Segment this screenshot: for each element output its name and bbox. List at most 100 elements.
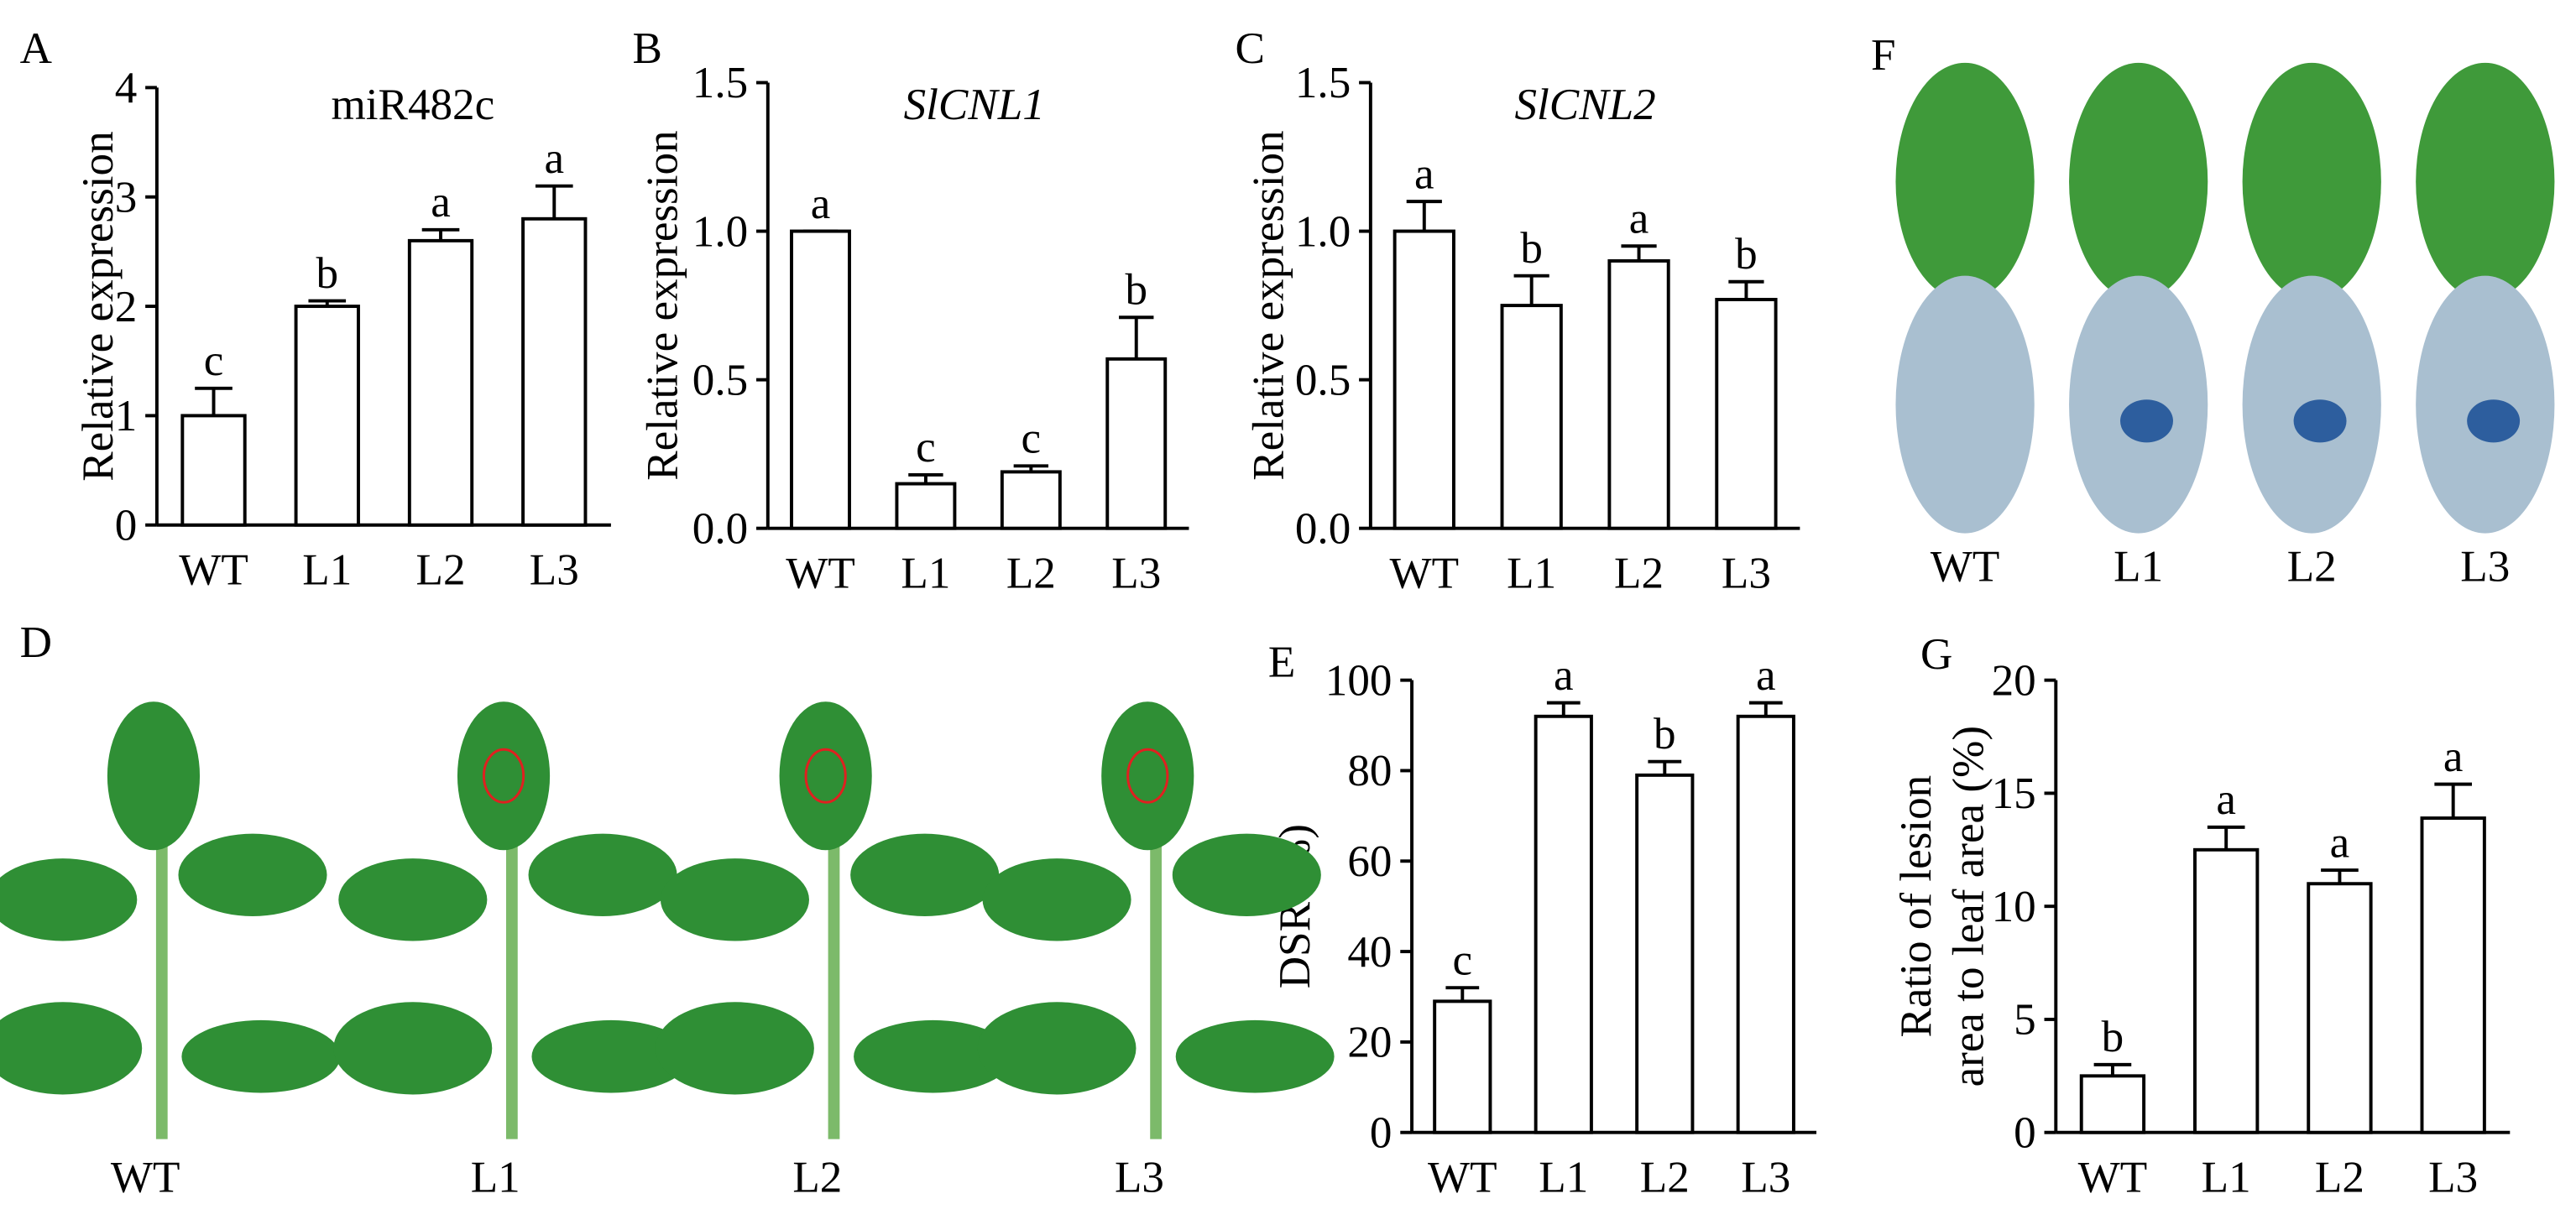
significance-letter: a <box>1756 651 1776 700</box>
leaflet-photo <box>178 833 327 916</box>
y-tick-label: 20 <box>1347 1019 1392 1067</box>
y-tick-label: 1.0 <box>1295 207 1351 256</box>
photo-caption: WT <box>1931 543 2000 592</box>
bar <box>180 414 247 527</box>
bar <box>1607 258 1670 530</box>
bar <box>521 216 588 527</box>
photo-caption: L1 <box>2114 543 2163 592</box>
leaflet-photo <box>107 701 201 851</box>
bar <box>1105 357 1168 530</box>
bar <box>1534 714 1593 1134</box>
significance-letter: a <box>2443 732 2464 781</box>
bar <box>2079 1074 2146 1134</box>
panel-label: F <box>1871 31 1896 80</box>
photo-caption: L3 <box>1115 1154 1164 1202</box>
significance-letter: a <box>1554 651 1574 700</box>
lesion-circle <box>482 748 525 804</box>
chart-title: SlCNL1 <box>904 81 1045 129</box>
leaflet-photo <box>1172 833 1321 916</box>
significance-letter: b <box>1125 266 1147 315</box>
y-tick-label: 20 <box>1992 656 2036 705</box>
panel-label: E <box>1268 639 1295 687</box>
significance-letter: a <box>2330 818 2350 867</box>
y-tick-label: 0.5 <box>1295 356 1351 404</box>
bar <box>2193 847 2260 1134</box>
lesion-stain <box>2467 399 2521 443</box>
x-tick-label: L1 <box>2202 1154 2251 1202</box>
significance-letter: a <box>544 134 564 183</box>
x-tick-label: L1 <box>1507 549 1556 597</box>
x-tick-label: L2 <box>1640 1154 1690 1202</box>
significance-letter: b <box>2102 1013 2124 1061</box>
photo-caption: WT <box>111 1154 180 1202</box>
leaflet-photo <box>660 858 809 941</box>
y-tick-label: 5 <box>2014 996 2036 1045</box>
leaflet-photo <box>850 833 1000 916</box>
chart-title: miR482c <box>331 81 494 129</box>
panel-label: C <box>1236 24 1265 73</box>
y-tick-label: 0.0 <box>1295 504 1351 553</box>
x-tick-label: WT <box>1428 1154 1497 1202</box>
y-axis-label: Ratio of lesion <box>1892 775 1941 1038</box>
significance-letter: b <box>1520 224 1543 273</box>
y-tick-label: 1.0 <box>692 207 748 256</box>
x-tick-label: L1 <box>901 549 950 597</box>
y-tick-label: 15 <box>1992 769 2036 818</box>
leaflet-photo <box>457 701 551 851</box>
bar <box>1500 304 1563 530</box>
leaf-photo <box>2416 62 2555 301</box>
bar <box>1433 999 1492 1134</box>
bar <box>1000 470 1062 530</box>
significance-letter: a <box>1414 149 1434 198</box>
bar <box>790 229 851 530</box>
x-tick-label: L3 <box>1111 549 1161 597</box>
leaflet-photo <box>0 858 138 941</box>
leaflet-photo <box>1101 701 1194 851</box>
x-tick-label: L2 <box>1614 549 1664 597</box>
x-tick-label: WT <box>179 546 248 595</box>
panel-label: A <box>20 24 52 73</box>
y-axis-label: Relative expression <box>74 131 123 481</box>
leaflet-photo <box>656 1002 814 1095</box>
photo-caption: L3 <box>2460 543 2510 592</box>
leaflet-photo <box>854 1019 1012 1093</box>
y-tick-label: 4 <box>115 64 138 112</box>
significance-letter: c <box>1453 936 1473 984</box>
y-tick-label: 80 <box>1347 747 1392 795</box>
leaf-photo <box>1895 62 2035 301</box>
x-tick-label: L2 <box>416 546 466 595</box>
bar <box>407 238 474 527</box>
x-tick-label: L3 <box>1741 1154 1790 1202</box>
y-tick-label: 2 <box>115 283 138 331</box>
x-tick-label: L1 <box>302 546 352 595</box>
significance-letter: a <box>2216 775 2236 824</box>
lesion-stain <box>2293 399 2347 443</box>
lesion-stain <box>2120 399 2173 443</box>
lesion-circle <box>804 748 847 804</box>
x-tick-label: L2 <box>2315 1154 2364 1202</box>
photo-caption: L2 <box>792 1154 842 1202</box>
stained-leaf-photo <box>1895 275 2035 534</box>
chart-title: SlCNL2 <box>1514 81 1655 129</box>
x-tick-label: L3 <box>530 546 579 595</box>
bar <box>294 305 360 527</box>
panel-label: G <box>1920 630 1952 679</box>
significance-letter: a <box>1629 195 1649 243</box>
y-axis-label: Relative expression <box>1245 130 1293 480</box>
x-tick-label: WT <box>786 549 855 597</box>
leaflet-photo <box>977 1002 1136 1095</box>
bar <box>1635 773 1695 1134</box>
bar <box>1715 298 1778 530</box>
panel-label: D <box>20 618 52 667</box>
leaflet-photo <box>1175 1019 1335 1093</box>
leaflet-photo <box>0 1002 143 1095</box>
x-tick-label: L1 <box>1539 1154 1588 1202</box>
leaflet-photo <box>779 701 872 851</box>
y-tick-label: 10 <box>1992 883 2036 931</box>
y-tick-label: 1.5 <box>1295 59 1351 107</box>
y-tick-label: 40 <box>1347 928 1392 977</box>
y-tick-label: 100 <box>1325 656 1393 705</box>
y-tick-label: 1 <box>115 392 138 440</box>
y-tick-label: 3 <box>115 173 138 222</box>
